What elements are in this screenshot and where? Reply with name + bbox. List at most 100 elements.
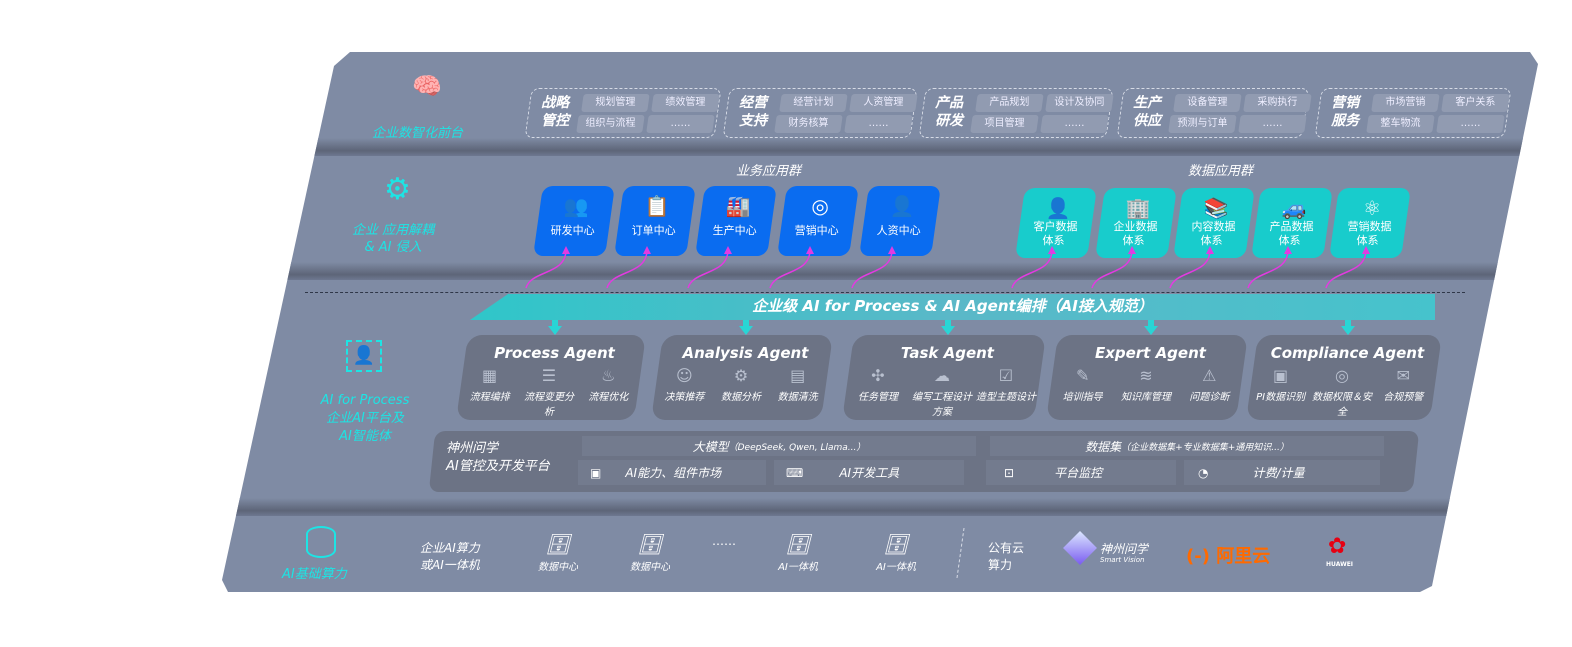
arrow-head xyxy=(806,246,814,254)
server-icon: 🗄 xyxy=(785,532,811,556)
public-cloud: 公有云 xyxy=(988,541,1025,555)
down-arrow-head xyxy=(1144,326,1158,335)
huawei-name: HUAWEI xyxy=(1326,561,1354,568)
down-arrow xyxy=(552,320,558,326)
agent-feature-icon: ▦ xyxy=(482,366,498,385)
server-label: 数据中心 xyxy=(630,562,670,573)
orchestration-title: 企业级 AI for Process & AI Agent编排（AI接入规范） xyxy=(752,297,1153,315)
public-cloud: 算力 xyxy=(988,558,1013,572)
server-item: 🗄 AI一体机 xyxy=(866,532,926,573)
arrow-head xyxy=(724,246,732,254)
down-arrow-head xyxy=(1341,326,1355,335)
server-item: 🗄 数据中心 xyxy=(620,532,680,573)
server-item: 🗄 数据中心 xyxy=(528,532,588,573)
agent-feature-icon: ✣ xyxy=(871,366,885,385)
connector-arrow xyxy=(525,249,567,289)
infra-label: AI基础算力 xyxy=(282,567,347,582)
gauge-icon: ◔ xyxy=(1198,465,1209,480)
down-arrow-head xyxy=(941,326,955,335)
server-icon: 🗄 xyxy=(545,532,571,556)
connector-arrow xyxy=(1011,249,1053,289)
agent-feature: 合规预警 xyxy=(1383,392,1424,403)
dev-tools[interactable]: ⌨ AI开发工具 xyxy=(774,460,964,485)
platform-title: AI管控及开发平台 xyxy=(446,459,550,474)
divider xyxy=(222,498,1538,516)
agent-feature: 数据清洗 xyxy=(777,392,818,403)
arrow-head xyxy=(643,246,651,254)
arrow-head xyxy=(562,246,570,254)
agent-name: Expert Agent xyxy=(1094,344,1206,362)
agent-feature-icon: ☰ xyxy=(541,366,557,385)
dev-tool-icon: ⌨ xyxy=(786,465,804,480)
agent-feature-icon: ✉ xyxy=(1396,366,1410,385)
smartvision-name: 神州问学 xyxy=(1100,542,1149,556)
down-arrow-head xyxy=(548,326,562,335)
connector-arrow xyxy=(687,249,729,289)
front-label: 企业数智化前台 xyxy=(372,126,464,141)
tool-label: 计费/计量 xyxy=(1252,466,1305,480)
divider xyxy=(222,262,1538,280)
dataset-bar: 数据集 （企业数据集+专业数据集+通用知识...） xyxy=(990,436,1384,456)
component-market[interactable]: ▣ AI能力、组件市场 xyxy=(578,460,766,485)
tool-label: AI开发工具 xyxy=(839,466,900,480)
agent-feature-icon: ▤ xyxy=(790,366,806,385)
agent-feature-icon: ⚠ xyxy=(1202,366,1217,385)
down-arrow xyxy=(1345,320,1351,326)
arrow-head xyxy=(1128,246,1136,254)
data-group-title: 数据应用群 xyxy=(1188,164,1254,179)
agent-feature-icon: ☺ xyxy=(676,366,693,385)
agent-feature: 数据权限＆安全 xyxy=(1311,392,1372,418)
huawei-logo: ✿ xyxy=(1328,534,1347,559)
connector-arrow xyxy=(1247,249,1289,289)
market-icon: ▣ xyxy=(590,465,602,480)
agent-feature: 流程优化 xyxy=(588,392,629,403)
billing[interactable]: ◔ 计费/计量 xyxy=(1184,460,1380,485)
model-note: （DeepSeek, Qwen, Llama...） xyxy=(728,442,866,453)
aliyun-name: 阿里云 xyxy=(1216,546,1271,567)
agent-name: Task Agent xyxy=(900,344,994,362)
arrow-head xyxy=(1048,246,1056,254)
apps-label: 企业 应用解耦 xyxy=(352,223,435,238)
agent-card[interactable]: Task Agent ✣ 任务管理 ☁ 编写工程设计方案 ☑ 造型主题设计 xyxy=(842,335,1046,420)
process-label: 企业AI平台及 xyxy=(326,411,404,426)
agent-name: Analysis Agent xyxy=(682,344,809,362)
agent-feature-icon: ♨ xyxy=(601,366,616,385)
connector-arrow xyxy=(1091,249,1133,289)
platform-monitor[interactable]: ⊡ 平台监控 xyxy=(986,460,1176,485)
agent-feature: 造型主题设计 xyxy=(975,392,1036,403)
ellipsis: …… xyxy=(712,534,736,548)
connector-arrow xyxy=(1325,249,1367,289)
molecule-icon: ⚙ xyxy=(384,172,411,207)
dataset-note: （企业数据集+专业数据集+通用知识...） xyxy=(1121,442,1289,453)
down-arrow xyxy=(1148,320,1154,326)
agent-card[interactable]: Expert Agent ✎ 培训指导 ≋ 知识库管理 ⚠ 问题诊断 xyxy=(1046,335,1248,420)
agent-card[interactable]: Process Agent ▦ 流程编排 ☰ 流程变更分析 ♨ 流程优化 xyxy=(456,335,646,420)
server-label: AI一体机 xyxy=(876,562,916,573)
tool-label: 平台监控 xyxy=(1054,466,1103,480)
apps-label: & AI 侵入 xyxy=(364,240,422,255)
agent-feature-icon: ▣ xyxy=(1273,366,1289,385)
connector-arrow xyxy=(606,249,648,289)
server-label: AI一体机 xyxy=(778,562,818,573)
agent-card[interactable]: Analysis Agent ☺ 决策推荐 ⚙ 数据分析 ▤ 数据清洗 xyxy=(651,335,833,420)
agent-feature: 知识库管理 xyxy=(1121,392,1172,403)
agent-feature: 流程编排 xyxy=(469,392,510,403)
agent-feature: 编写工程设计方案 xyxy=(911,392,972,418)
enterprise-compute: 或AI一体机 xyxy=(420,558,480,572)
down-arrow xyxy=(743,320,749,326)
enterprise-compute: 企业AI算力 xyxy=(420,541,480,555)
agent-card[interactable]: Compliance Agent ▣ PI数据识别 ◎ 数据权限＆安全 ✉ 合规预警 xyxy=(1246,335,1442,420)
tool-label: AI能力、组件市场 xyxy=(625,466,722,480)
connector-arrow xyxy=(851,249,893,289)
brain-icon: 🧠 xyxy=(412,72,442,100)
business-group-title: 业务应用群 xyxy=(736,164,802,179)
face-scan-icon: 👤 xyxy=(346,340,382,372)
arrow-head xyxy=(1362,246,1370,254)
agent-feature-icon: ≋ xyxy=(1139,366,1153,385)
agent-feature-icon: ◎ xyxy=(1334,366,1349,385)
connector-arrow xyxy=(769,249,811,289)
monitor-icon: ⊡ xyxy=(1004,465,1015,480)
agent-feature: 流程变更分析 xyxy=(523,392,574,418)
aliyun-logo: (-) 阿里云 xyxy=(1186,546,1271,567)
database-icon xyxy=(306,526,336,558)
